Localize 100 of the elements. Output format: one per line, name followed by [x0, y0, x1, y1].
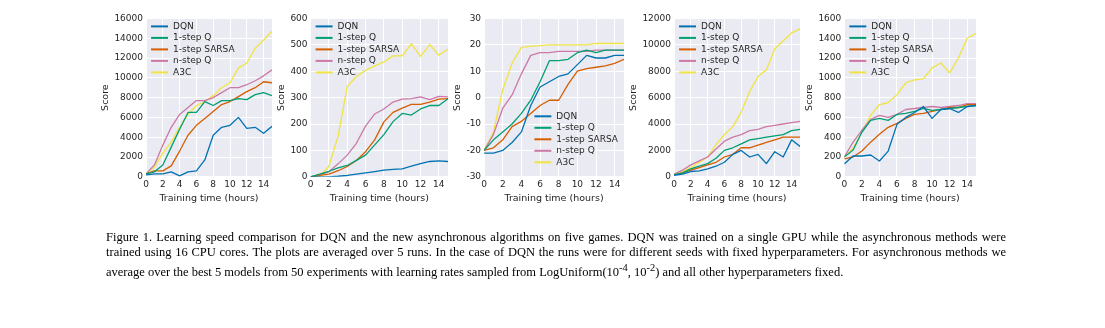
x-tick-label: 4 [176, 178, 183, 189]
legend-label: DQN [701, 20, 722, 31]
x-tick-label: 6 [721, 178, 728, 189]
y-tick-label: -30 [466, 171, 482, 182]
x-tick-label: 2 [499, 178, 506, 189]
x-tick-label: 4 [876, 178, 883, 189]
x-tick-label: 12 [414, 178, 427, 189]
y-tick-label: 600 [290, 12, 308, 23]
legend-label: DQN [871, 20, 893, 31]
x-tick-label: 14 [961, 178, 974, 189]
y-tick-label: 400 [824, 131, 842, 142]
x-axis-title: Training time (hours) [328, 191, 429, 203]
y-tick-label: 1400 [818, 32, 842, 43]
x-axis-title: Training time (hours) [503, 191, 604, 203]
x-tick-label: 14 [257, 178, 270, 189]
y-tick-label: 1200 [818, 52, 842, 63]
y-tick-label: 6000 [648, 91, 672, 102]
y-tick-label: 200 [290, 118, 308, 129]
x-tick-label: 2 [159, 178, 166, 189]
y-tick-label: 0 [665, 171, 672, 182]
y-tick-label: 1600 [818, 12, 842, 23]
y-tick-label: 10000 [114, 72, 144, 83]
x-tick-label: 10 [752, 178, 765, 189]
x-tick-label: 14 [608, 178, 621, 189]
y-tick-label: 0 [301, 171, 308, 182]
y-tick-label: 0 [137, 171, 144, 182]
legend-label: 1-step Q [871, 32, 910, 43]
legend-label: A3C [701, 66, 720, 77]
x-tick-label: 12 [943, 178, 956, 189]
x-tick-label: 6 [894, 178, 901, 189]
y-tick-label: 0 [475, 91, 482, 102]
x-tick-label: 10 [224, 178, 237, 189]
y-tick-label: 10 [469, 65, 482, 76]
y-tick-label: 4000 [648, 118, 672, 129]
x-axis-title: Training time (hours) [686, 191, 787, 203]
x-tick-label: 4 [518, 178, 525, 189]
x-tick-label: 6 [193, 178, 200, 189]
y-axis-title: Score [99, 84, 111, 111]
y-tick-label: 2000 [648, 144, 672, 155]
y-axis-title: Score [803, 84, 815, 111]
x-tick-label: 12 [769, 178, 781, 189]
y-tick-label: 16000 [114, 12, 144, 23]
y-tick-label: 500 [290, 39, 308, 50]
legend-label: 1-step Q [173, 32, 212, 43]
y-tick-label: 8000 [120, 91, 144, 102]
y-tick-label: 800 [824, 91, 842, 102]
legend-label: n-step Q [337, 55, 376, 66]
y-tick-label: 4000 [120, 131, 144, 142]
x-tick-label: 14 [785, 178, 798, 189]
x-tick-label: 10 [571, 178, 584, 189]
y-tick-label: 300 [290, 91, 308, 102]
x-tick-label: 2 [859, 178, 865, 189]
legend-label: 1-step SARSA [556, 133, 619, 144]
y-tick-label: 600 [824, 111, 842, 122]
legend-label: A3C [556, 156, 575, 167]
y-tick-label: 30 [469, 12, 482, 23]
y-tick-label: 200 [824, 151, 842, 162]
x-tick-label: 12 [590, 178, 602, 189]
y-tick-label: 10000 [642, 39, 672, 50]
x-tick-label: 6 [537, 178, 544, 189]
x-tick-label: 6 [362, 178, 369, 189]
x-tick-label: 10 [926, 178, 939, 189]
legend-label: DQN [173, 20, 194, 31]
legend-label: DQN [337, 20, 359, 31]
x-axis-title: Training time (hours) [158, 191, 259, 203]
legend-label: 1-step Q [556, 122, 595, 133]
y-tick-label: 1000 [818, 72, 842, 83]
legend-label: A3C [173, 66, 192, 77]
y-tick-label: 14000 [114, 32, 144, 43]
y-tick-label: 6000 [120, 111, 144, 122]
legend-label: n-step Q [173, 55, 212, 66]
y-tick-label: 12000 [642, 12, 672, 23]
x-tick-label: 10 [396, 178, 409, 189]
caption: Figure 1. Learning speed comparison for DQN and the new asynchronous algorithms on five games. DQN was trained on a single GPU while the asynchronous methods were trained using 16 CPU cores. The plots are averaged over 5 runs. In the case of DQN the runs were for different seeds with fixed hyperparameters. For asynchronous methods we average over the best 5 models from 50 experiments with learning rates sampled from LogUniform(10$^{-4}$, 10$^{-2}$) and all other hyperparameters fixed. [106, 230, 1006, 281]
x-tick-label: 8 [555, 178, 562, 189]
legend-label: n-step Q [871, 55, 910, 66]
legend-label: DQN [556, 110, 578, 121]
y-tick-label: 100 [290, 144, 308, 155]
legend-label: 1-step Q [701, 32, 740, 43]
y-tick-label: 20 [469, 39, 482, 50]
y-tick-label: -20 [466, 144, 482, 155]
x-tick-label: 2 [326, 178, 332, 189]
legend-label: n-step Q [556, 145, 595, 156]
y-tick-label: 400 [290, 65, 308, 76]
y-tick-label: -10 [466, 118, 482, 129]
x-tick-label: 14 [433, 178, 445, 189]
x-tick-label: 8 [738, 178, 745, 189]
legend-label: n-step Q [701, 55, 740, 66]
y-axis-title: Score [275, 84, 287, 111]
y-axis-title: Score [627, 84, 639, 111]
x-tick-label: 4 [704, 178, 711, 189]
x-tick-label: 8 [911, 178, 918, 189]
x-tick-label: 8 [381, 178, 387, 189]
legend-label: 1-step SARSA [337, 43, 401, 54]
x-tick-label: 12 [241, 178, 253, 189]
y-tick-label: 8000 [648, 65, 672, 76]
legend-label: 1-step Q [337, 32, 376, 43]
legend-label: 1-step SARSA [173, 43, 236, 54]
x-axis-title: Training time (hours) [859, 191, 960, 203]
x-tick-label: 8 [210, 178, 217, 189]
